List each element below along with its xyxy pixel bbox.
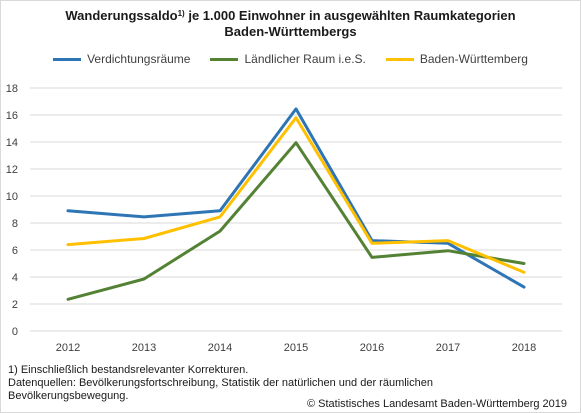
gridlines <box>30 87 562 332</box>
title-main: Wanderungssaldo <box>65 8 178 23</box>
x-tick-label-2014: 2014 <box>208 342 232 354</box>
x-tick-label-2015: 2015 <box>284 342 308 354</box>
y-tick-label-2: 2 <box>12 299 18 311</box>
y-tick-label-4: 4 <box>12 272 18 284</box>
x-tick-label-2016: 2016 <box>360 342 384 354</box>
x-axis-tick-labels: 2012 2013 2014 2015 2016 2017 2018 <box>56 342 536 354</box>
x-tick-label-2017: 2017 <box>436 342 460 354</box>
title-footnote-marker: 1) <box>177 9 185 18</box>
footnote-line-3: Bevölkerungsbewegung. <box>8 390 129 402</box>
title-line2: Baden-Württembergs <box>224 24 357 39</box>
y-tick-label-0: 0 <box>12 326 18 338</box>
footnote-line-2: Datenquellen: Bevölkerungsfortschreibung… <box>8 377 433 389</box>
y-tick-label-10: 10 <box>6 191 18 203</box>
legend-item-baden-wuerttemberg: Baden-Württemberg <box>385 52 528 66</box>
chart-title: Wanderungssaldo1) je 1.000 Einwohner in … <box>0 8 581 40</box>
x-tick-label-2012: 2012 <box>56 342 80 354</box>
legend-label-baden-wuerttemberg: Baden-Württemberg <box>419 52 528 66</box>
title-rest: je 1.000 Einwohner in ausgewählten Raumk… <box>184 8 516 23</box>
legend-label-laendlicher-raum: Ländlicher Raum i.e.S. <box>244 52 366 66</box>
y-tick-label-18: 18 <box>6 83 18 95</box>
legend: Verdichtungsräume Ländlicher Raum i.e.S.… <box>0 52 581 66</box>
footnote: 1) Einschließlich bestandsrelevanter Kor… <box>8 364 528 403</box>
y-tick-label-14: 14 <box>6 137 18 149</box>
y-tick-label-6: 6 <box>12 245 18 257</box>
copyright: © Statistisches Landesamt Baden-Württemb… <box>306 398 567 410</box>
y-tick-label-16: 16 <box>6 110 18 122</box>
y-tick-label-12: 12 <box>6 164 18 176</box>
y-tick-label-8: 8 <box>12 218 18 230</box>
series-line-laendlicher-raum <box>66 141 526 301</box>
series-line-verdichtungsraeume <box>66 107 526 289</box>
series-lines <box>66 107 526 301</box>
y-axis-tick-labels: 0 2 4 6 8 10 12 14 16 18 <box>6 83 18 338</box>
legend-item-verdichtungsraeume: Verdichtungsräume <box>53 52 190 66</box>
legend-swatch-laendlicher-raum <box>210 57 239 61</box>
legend-swatch-verdichtungsraeume <box>53 57 82 61</box>
legend-item-laendlicher-raum: Ländlicher Raum i.e.S. <box>210 52 366 66</box>
x-tick-label-2018: 2018 <box>512 342 536 354</box>
legend-swatch-baden-wuerttemberg <box>385 57 414 61</box>
series-line-baden-wuerttemberg <box>66 116 526 274</box>
x-tick-label-2013: 2013 <box>132 342 156 354</box>
legend-label-verdichtungsraeume: Verdichtungsräume <box>87 52 191 66</box>
footnote-line-1: 1) Einschließlich bestandsrelevanter Kor… <box>8 364 249 376</box>
